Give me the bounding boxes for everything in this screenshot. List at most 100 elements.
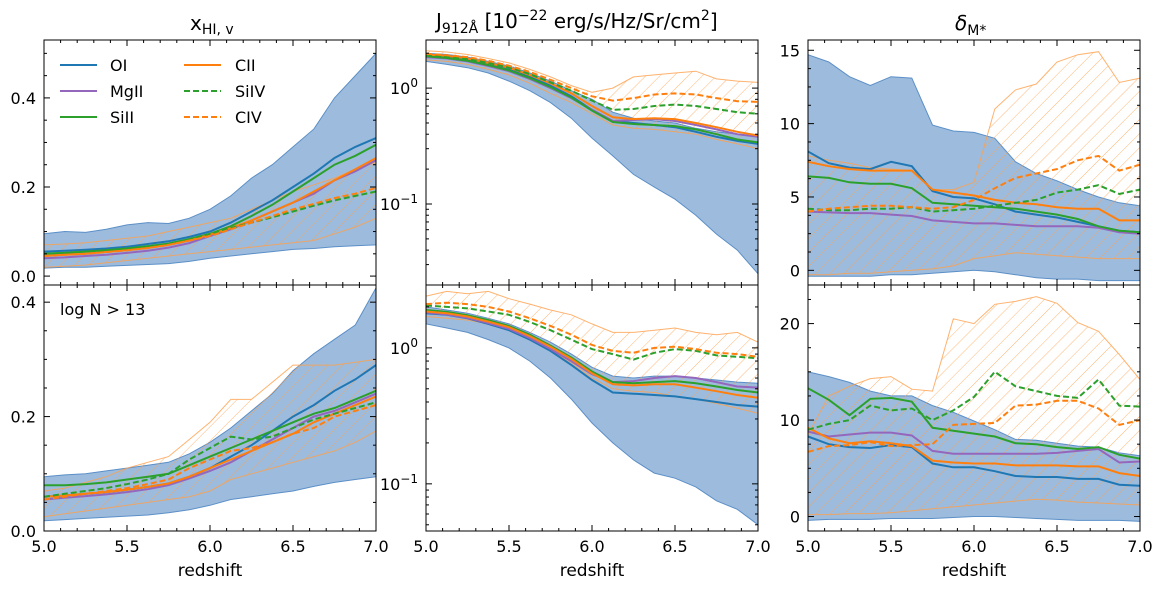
series-OI-delta-bottom: [808, 435, 1140, 487]
plot-area-xHI-bottom: [44, 286, 376, 522]
legend-label-SiII: SiII: [110, 108, 134, 127]
legend-label-MgII: MgII: [110, 82, 143, 101]
legend: OI MgII SiII CII SiIV CIV: [60, 56, 265, 127]
xlabel-col0: redshift: [178, 561, 243, 581]
orange-upper-xHI-bottom: [44, 358, 376, 492]
orange-upper-delta-top: [808, 51, 1140, 191]
xtick-label-J912-bottom: 5.0: [413, 537, 438, 556]
ytick-label-xHI-top: 0.0: [11, 267, 36, 286]
title-xhi: xHI, v: [190, 11, 234, 38]
xtick-label-delta-bottom: 7.0: [1127, 537, 1152, 556]
plot-area-J912-bottom: [426, 290, 758, 526]
orange-hatch-delta-bottom: [808, 296, 1140, 515]
xtick-label-delta-bottom: 6.5: [1044, 537, 1069, 556]
ytick-label-xHI-bottom: 0.4: [11, 293, 36, 312]
panel-xHI-top: 0.0 0.2 0.4: [11, 39, 377, 286]
orange-hatch-J912-bottom: [426, 291, 758, 414]
orange-upper-J912-top: [426, 50, 758, 93]
plot-area-delta-top: [808, 51, 1140, 282]
series-MgII-delta-top: [808, 210, 1140, 235]
title-delta: δM*: [955, 11, 986, 39]
series-SiII-xHI-bottom: [44, 389, 376, 487]
legend-label-CII: CII: [235, 56, 256, 75]
series-CII-J912-bottom: [426, 310, 758, 399]
orange-lower-J912-top: [426, 59, 758, 150]
xlabel-col2: redshift: [942, 561, 1007, 581]
series-MgII-delta-bottom: [808, 430, 1140, 464]
panel-delta-bottom: 5.0 5.5 6.0 6.5 7.0 0 10 20: [780, 284, 1153, 556]
series-SiII-J912-bottom: [426, 309, 758, 394]
series-CIV-xHI-top: [44, 186, 376, 257]
series-SiIV-J912-bottom: [426, 304, 758, 361]
series-CII-delta-top: [808, 160, 1140, 222]
orange-upper-delta-bottom: [808, 296, 1140, 435]
plot-area-xHI-top: [44, 52, 376, 269]
ytick-label-delta-bottom: 20: [780, 315, 800, 334]
xtick-label-delta-bottom: 5.5: [878, 537, 903, 556]
series-CIV-delta-bottom: [808, 399, 1140, 453]
series-OI-xHI-top: [44, 137, 376, 253]
ytick-label-delta-bottom: 0: [790, 508, 800, 527]
series-SiIV-xHI-top: [44, 190, 376, 255]
xtick-label-xHI-bottom: 6.0: [197, 537, 222, 556]
orange-lower-xHI-bottom: [44, 430, 376, 518]
xtick-label-xHI-bottom: 5.0: [31, 537, 56, 556]
annotation-logN: log N > 13: [60, 300, 145, 319]
ytick-label-xHI-bottom: 0.2: [11, 408, 36, 427]
ytick-label-delta-top: 5: [790, 188, 800, 207]
series-SiII-delta-top: [808, 175, 1140, 234]
series-OI-delta-top: [808, 150, 1140, 234]
series-CIV-J912-bottom: [426, 301, 758, 358]
ytick-label-delta-bottom: 10: [780, 411, 800, 430]
ytick-label-delta-top: 15: [780, 41, 800, 60]
series-CIV-J912-top: [426, 52, 758, 103]
xlabel-col1: redshift: [560, 561, 625, 581]
plot-area-delta-bottom: [808, 296, 1140, 522]
series-CII-delta-bottom: [808, 426, 1140, 477]
series-SiIV-delta-bottom: [808, 370, 1140, 431]
ytick-label-J912-top: 10−1: [380, 192, 418, 214]
series-CIV-xHI-bottom: [44, 404, 376, 501]
title-j912: J912Å [10−22 erg/s/Hz/Sr/cm2]: [434, 8, 718, 37]
ytick-label-xHI-top: 0.4: [11, 89, 36, 108]
ytick-label-J912-top: 100: [390, 76, 418, 98]
orange-lower-xHI-top: [44, 217, 376, 268]
series-CIV-delta-top: [808, 154, 1140, 213]
xtick-label-J912-bottom: 6.0: [579, 537, 604, 556]
series-SiII-J912-top: [426, 55, 758, 144]
xtick-label-xHI-bottom: 5.5: [114, 537, 139, 556]
series-SiIV-delta-top: [808, 184, 1140, 213]
series-SiIV-xHI-bottom: [44, 401, 376, 498]
panel-J912-bottom: 5.0 5.5 6.0 6.5 7.0 10−1 100: [380, 284, 771, 556]
series-MgII-xHI-bottom: [44, 392, 376, 501]
panel-xHI-bottom: 5.0 5.5 6.0 6.5 7.0 0.0 0.2 0.4: [11, 284, 389, 556]
plot-area-J912-top: [426, 50, 758, 275]
orange-hatch-delta-top: [808, 51, 1140, 275]
ytick-label-xHI-top: 0.2: [11, 178, 36, 197]
orange-hatch-xHI-top: [44, 162, 376, 268]
panel-delta-top: 0 5 10 15: [780, 39, 1141, 286]
ytick-label-delta-top: 10: [780, 115, 800, 134]
xtick-label-J912-bottom: 6.5: [662, 537, 687, 556]
ytick-label-delta-top: 0: [790, 261, 800, 280]
orange-lower-delta-top: [808, 252, 1140, 276]
series-SiII-delta-bottom: [808, 387, 1140, 460]
legend-label-CIV: CIV: [235, 108, 262, 127]
xtick-label-J912-bottom: 5.5: [496, 537, 521, 556]
ytick-label-J912-bottom: 10−1: [380, 472, 418, 494]
legend-label-OI: OI: [110, 56, 127, 75]
xtick-label-delta-bottom: 5.0: [795, 537, 820, 556]
orange-upper-xHI-top: [44, 162, 376, 246]
xtick-label-xHI-bottom: 7.0: [363, 537, 388, 556]
legend-label-SiIV: SiIV: [235, 82, 265, 101]
orange-hatch-xHI-bottom: [44, 359, 376, 517]
xtick-label-xHI-bottom: 6.5: [280, 537, 305, 556]
ytick-label-J912-bottom: 100: [390, 336, 418, 358]
orange-upper-J912-bottom: [426, 290, 758, 343]
series-SiIV-J912-top: [426, 54, 758, 115]
panel-J912-top: 10−1 100: [380, 39, 759, 286]
xtick-label-delta-bottom: 6.0: [961, 537, 986, 556]
orange-lower-delta-bottom: [808, 498, 1140, 516]
xtick-label-J912-bottom: 7.0: [745, 537, 770, 556]
